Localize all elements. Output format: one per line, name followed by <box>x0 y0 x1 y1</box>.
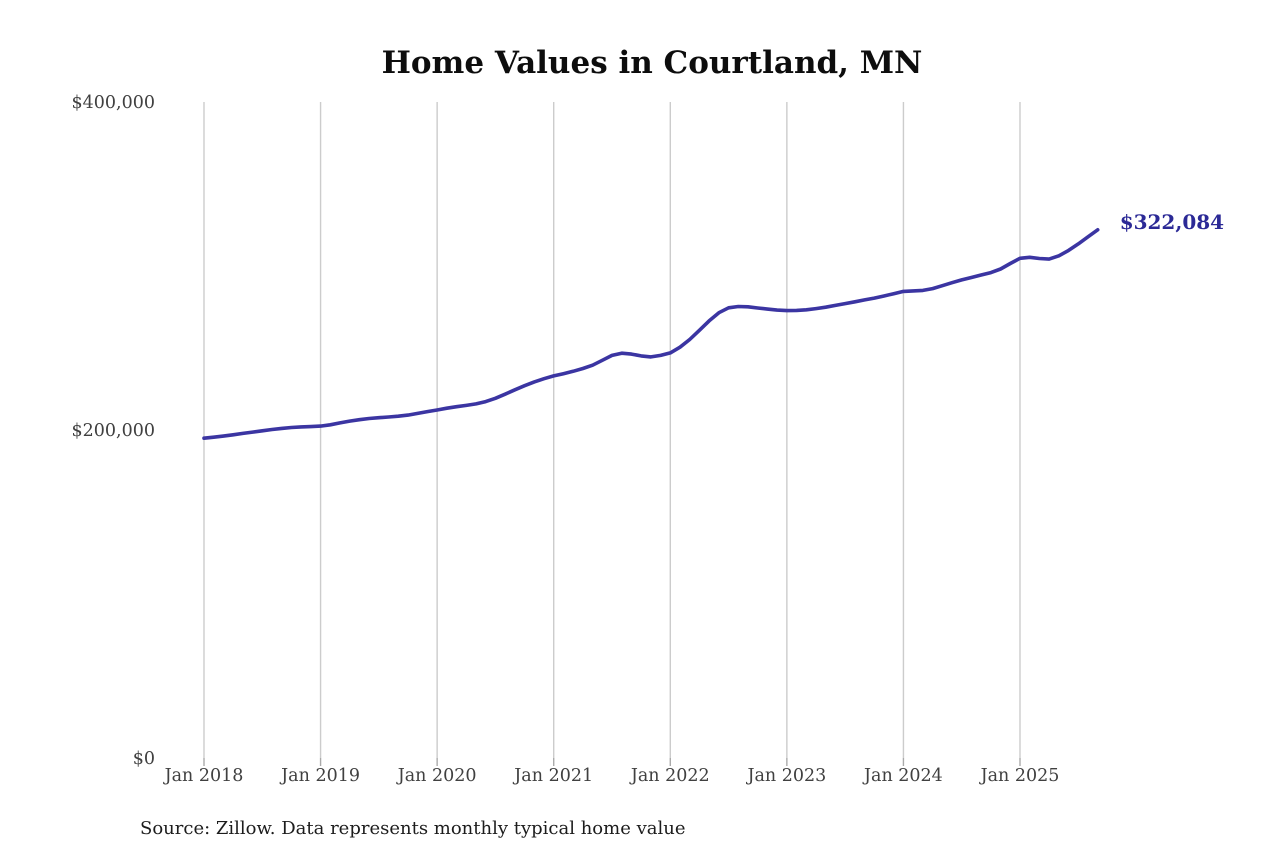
gridlines-group <box>203 102 1021 766</box>
x-tick-label: Jan 2025 <box>979 766 1060 786</box>
x-tick-label: Jan 2019 <box>279 766 360 786</box>
y-axis-labels-group: $0 $200,000 $400,000 <box>71 93 155 769</box>
y-tick-label: $0 <box>133 749 155 769</box>
y-tick-label: $200,000 <box>71 421 155 441</box>
x-tick-label: Jan 2018 <box>163 766 244 786</box>
x-tick-label: Jan 2021 <box>512 766 593 786</box>
home-value-line-series <box>202 228 1100 440</box>
x-tick-label: Jan 2024 <box>862 766 943 786</box>
source-note: Source: Zillow. Data represents monthly … <box>140 818 686 839</box>
x-tick-label: Jan 2020 <box>396 766 477 786</box>
x-tick-label: Jan 2023 <box>745 766 826 786</box>
y-tick-label: $400,000 <box>71 93 155 113</box>
x-axis-labels-group: Jan 2018 Jan 2019 Jan 2020 Jan 2021 Jan 2022… <box>163 766 1060 786</box>
chart-title: Home Values in Courtland, MN <box>382 45 923 81</box>
last-value-label: $322,084 <box>1120 210 1224 234</box>
x-tick-label: Jan 2022 <box>629 766 710 786</box>
